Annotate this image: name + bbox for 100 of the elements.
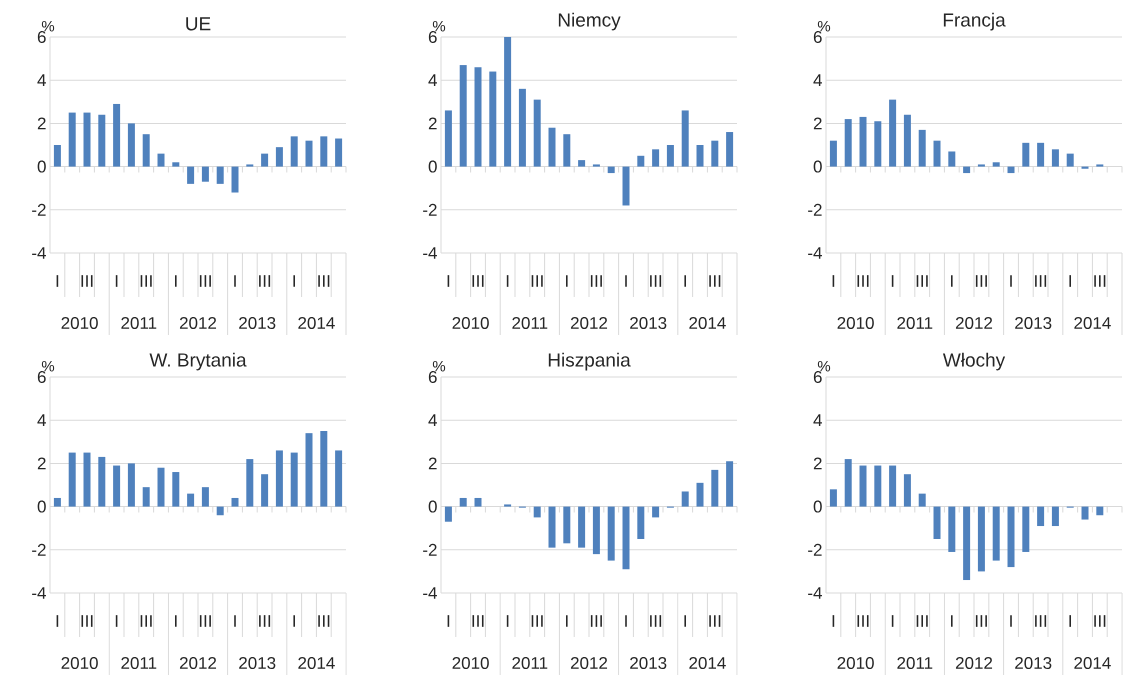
text: 2012 [955, 657, 993, 670]
bar [459, 65, 467, 167]
bar [1022, 143, 1030, 167]
bar [578, 506, 586, 548]
x-tick-label: III [140, 615, 152, 628]
y-tick-label: 0 [813, 160, 822, 173]
bar [172, 472, 180, 507]
x-tick-label: III [318, 275, 330, 288]
x-tick-label: III [472, 615, 484, 628]
bar [666, 145, 674, 167]
bar [548, 127, 556, 167]
x-tick-label: III [709, 275, 721, 288]
x-tick-label: III [1094, 615, 1106, 628]
bar [201, 487, 209, 507]
text: 2012 [570, 317, 608, 330]
y-tick-label: 2 [37, 117, 46, 130]
x-tick-label: III [709, 615, 721, 628]
bar [1037, 143, 1045, 167]
x-tick-label: III [199, 275, 211, 288]
x-tick-label: I [115, 275, 118, 288]
bar [652, 506, 660, 518]
x-tick-label: I [891, 275, 894, 288]
bar [563, 506, 571, 544]
text: 2010 [837, 657, 874, 670]
bar [1096, 164, 1104, 167]
y-tick-label: -2 [423, 204, 437, 216]
text: 2011 [897, 657, 933, 670]
bar [127, 123, 135, 167]
text: 2010 [452, 657, 489, 670]
bar [504, 504, 512, 507]
bar [889, 465, 897, 507]
x-tick-label: I [566, 275, 568, 288]
x-tick-label: I [234, 615, 236, 628]
bar [977, 164, 985, 167]
y-tick-label: 2 [37, 457, 46, 470]
bar [696, 145, 704, 167]
text: 2011 [512, 317, 548, 330]
y-tick-label: -4 [32, 587, 46, 600]
bar [157, 467, 165, 507]
y-tick-label: 2 [428, 457, 437, 470]
y-tick-label: -4 [808, 587, 822, 600]
bar [578, 160, 586, 167]
bar [948, 151, 956, 167]
x-tick-label: I [447, 275, 450, 288]
chart-title: Włochy [942, 353, 1006, 371]
bar [83, 452, 91, 507]
bar [711, 140, 719, 167]
text: 2014 [689, 317, 726, 330]
text: 2010 [837, 317, 874, 330]
y-tick-label: 6 [428, 31, 437, 44]
y-tick-label: -4 [423, 587, 437, 600]
bar [172, 162, 180, 167]
bar [459, 498, 467, 507]
bar [474, 67, 482, 167]
bar [53, 145, 61, 167]
y-tick-label: -2 [808, 204, 822, 216]
bar [889, 99, 897, 167]
x-tick-label: III [472, 275, 484, 288]
bar [844, 119, 852, 167]
x-tick-label: III [1035, 615, 1047, 628]
y-tick-label: -2 [32, 544, 46, 556]
bar [246, 459, 254, 507]
text: 2010 [61, 657, 98, 670]
y-tick-label: 0 [428, 500, 437, 513]
bar [859, 465, 867, 507]
bar [844, 459, 852, 507]
bar [187, 166, 195, 185]
y-tick-label: 0 [813, 500, 822, 513]
bar [474, 498, 482, 507]
text: 2013 [239, 657, 276, 670]
text: 2014 [1074, 657, 1111, 670]
x-tick-label: III [857, 275, 869, 288]
x-tick-label: I [832, 275, 835, 288]
bar [1007, 166, 1015, 174]
bar [127, 463, 135, 507]
x-tick-label: I [832, 615, 835, 628]
bar [98, 115, 106, 167]
bar [1081, 166, 1089, 169]
bar [637, 156, 645, 167]
y-tick-label: 6 [813, 371, 822, 384]
chart-title: W. Brytania [149, 353, 247, 371]
bar [1051, 506, 1059, 527]
text: 2012 [570, 657, 608, 670]
y-tick-label: -4 [32, 247, 46, 260]
bar [1081, 506, 1089, 520]
x-tick-label: III [531, 275, 543, 288]
x-tick-label: I [56, 615, 59, 628]
bar [903, 115, 911, 167]
x-tick-label: III [590, 275, 602, 288]
x-tick-label: I [175, 615, 177, 628]
bar [1066, 153, 1074, 167]
bar [246, 164, 254, 167]
text: 2011 [512, 657, 548, 670]
y-axis-title: % [817, 21, 831, 32]
x-tick-label: I [175, 275, 177, 288]
x-tick-label: III [259, 275, 271, 288]
bar [977, 506, 985, 572]
bar [874, 121, 882, 167]
bar [1096, 506, 1104, 516]
bar [504, 37, 512, 167]
